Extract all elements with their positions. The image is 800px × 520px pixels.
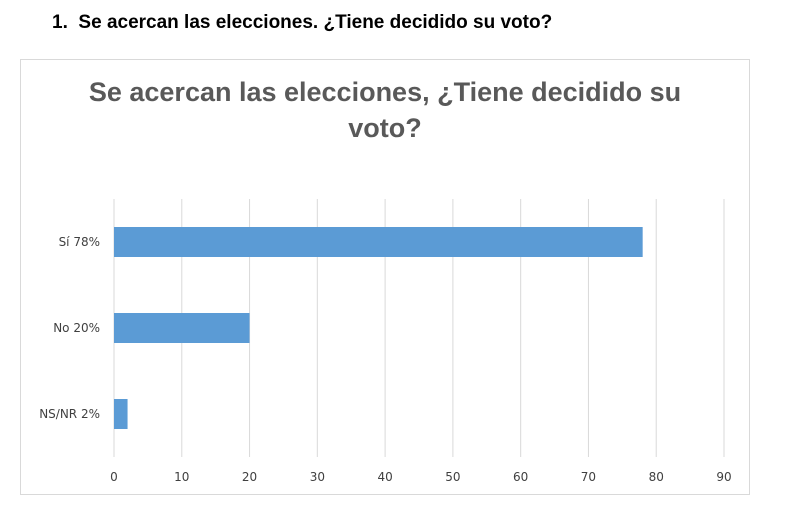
category-label: No 20% xyxy=(53,321,100,335)
bar-1 xyxy=(114,313,250,343)
x-tick-label: 20 xyxy=(242,470,257,484)
x-tick-label: 60 xyxy=(513,470,528,484)
x-tick-label: 70 xyxy=(581,470,596,484)
x-tick-label: 90 xyxy=(716,470,731,484)
bar-0 xyxy=(114,227,643,257)
question-number: 1. xyxy=(52,12,68,33)
category-labels: Sí 78% No 20% NS/NR 2% xyxy=(39,235,100,421)
x-tick-label: 30 xyxy=(310,470,325,484)
chart-title: Se acercan las elecciones, ¿Tiene decidi… xyxy=(0,74,770,146)
bar-2 xyxy=(114,399,128,429)
category-label: NS/NR 2% xyxy=(39,407,100,421)
category-label: Sí 78% xyxy=(59,235,100,249)
x-tick-label: 10 xyxy=(174,470,189,484)
question-heading: 1. Se acercan las elecciones. ¿Tiene dec… xyxy=(52,12,552,34)
x-tick-label: 50 xyxy=(445,470,460,484)
x-tick-label: 0 xyxy=(110,470,118,484)
chart-title-line-1: Se acercan las elecciones, ¿Tiene decidi… xyxy=(88,77,682,107)
bars xyxy=(114,227,643,429)
x-tick-labels: 0 10 20 30 40 50 60 70 80 90 xyxy=(110,470,731,484)
x-tick-label: 80 xyxy=(649,470,664,484)
x-tick-label: 40 xyxy=(377,470,392,484)
question-text: Se acercan las elecciones. ¿Tiene decidi… xyxy=(78,12,553,33)
chart-title-line-2: voto? xyxy=(348,113,422,143)
